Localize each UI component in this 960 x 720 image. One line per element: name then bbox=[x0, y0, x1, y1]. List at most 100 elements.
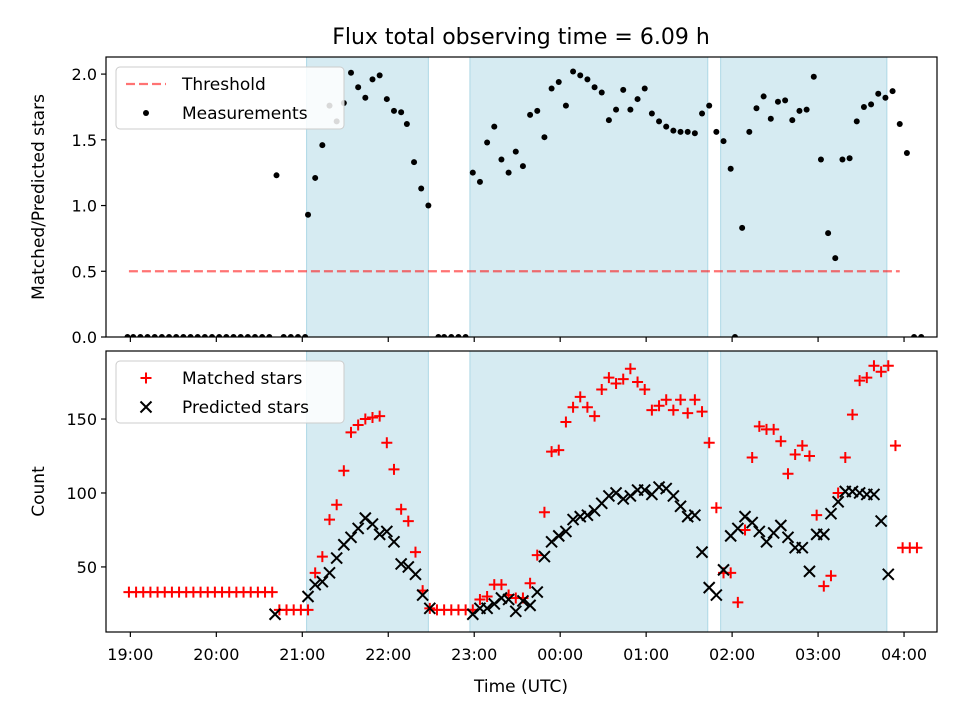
matched-point bbox=[603, 372, 615, 384]
measurement-point bbox=[882, 94, 889, 101]
matched-point bbox=[803, 450, 815, 462]
matched-point bbox=[854, 375, 866, 387]
measurement-point bbox=[312, 174, 319, 181]
matched-point bbox=[338, 465, 350, 477]
measurement-point bbox=[896, 121, 903, 128]
matched-point bbox=[374, 410, 386, 422]
matched-point bbox=[560, 416, 572, 428]
predicted-point bbox=[638, 483, 651, 497]
matched-point bbox=[531, 549, 543, 561]
y-tick-label: 2.0 bbox=[72, 65, 97, 84]
matched-point bbox=[703, 437, 715, 449]
legend-entry-label: Predicted stars bbox=[182, 398, 309, 418]
matched-point bbox=[395, 503, 407, 515]
predicted-point bbox=[882, 568, 895, 581]
matched-point bbox=[746, 451, 758, 463]
measurement-point bbox=[348, 69, 355, 76]
matched-point bbox=[553, 444, 565, 456]
matched-point bbox=[782, 468, 794, 480]
x-tick-label: 22:00 bbox=[365, 645, 411, 664]
predicted-point bbox=[552, 529, 565, 543]
measurement-point bbox=[201, 334, 208, 337]
predicted-point bbox=[502, 593, 515, 606]
measurement-point bbox=[720, 138, 727, 145]
matched-point bbox=[660, 394, 672, 406]
bottom-panel: 50 100 150 19:00 20:00 21:00 22:00 23:00 00:00 01… bbox=[29, 350, 938, 664]
legend-box bbox=[115, 360, 345, 424]
predicted-point bbox=[509, 605, 522, 618]
measurement-point bbox=[425, 202, 432, 209]
measurement-point bbox=[187, 334, 194, 337]
matched-point bbox=[474, 593, 486, 605]
measurement-point bbox=[746, 128, 753, 135]
matched-point bbox=[825, 570, 837, 582]
measurement-point bbox=[684, 128, 691, 135]
measurement-point bbox=[627, 106, 634, 113]
measurement-point bbox=[280, 334, 287, 337]
measurement-point bbox=[462, 334, 469, 337]
measurement-point bbox=[441, 334, 448, 337]
measurement-point bbox=[158, 334, 165, 337]
measurement-point bbox=[194, 334, 201, 337]
measurement-point bbox=[817, 156, 824, 163]
predicted-point bbox=[831, 495, 845, 509]
measurement-point bbox=[469, 169, 476, 176]
top-panel: 0.0 0.5 1.0 1.5 2.0 Matched/Predicted stars Th… bbox=[29, 56, 938, 347]
matched-point bbox=[359, 413, 371, 425]
measurement-point bbox=[124, 334, 131, 337]
matched-point bbox=[538, 506, 550, 518]
predicted-point bbox=[330, 551, 343, 565]
predicted-point bbox=[874, 514, 888, 528]
predicted-point bbox=[753, 525, 766, 538]
x-tick-label: 20:00 bbox=[193, 645, 239, 664]
predicted-point bbox=[566, 513, 580, 526]
axes-frame bbox=[105, 350, 938, 633]
measurement-point bbox=[369, 76, 376, 83]
predicted-point bbox=[781, 531, 795, 544]
predicted-point bbox=[688, 508, 702, 522]
y-tick-label: 50 bbox=[77, 558, 97, 577]
matched-point bbox=[309, 567, 321, 579]
matched-point bbox=[574, 391, 586, 403]
predicted-point bbox=[803, 565, 816, 578]
measurement-point bbox=[244, 334, 251, 337]
measurement-point bbox=[216, 334, 223, 337]
matched-point bbox=[624, 363, 636, 375]
predicted-point bbox=[602, 489, 616, 503]
predicted-point bbox=[323, 566, 336, 580]
legend-matched-swatch bbox=[140, 372, 152, 384]
measurement-point bbox=[130, 334, 137, 337]
legend-entry-label: Threshold bbox=[181, 75, 266, 95]
matched-point bbox=[388, 463, 400, 475]
x-tick-label: 19:00 bbox=[107, 645, 153, 664]
measurement-point bbox=[294, 334, 301, 337]
measurement-point bbox=[677, 128, 684, 135]
measurement-point bbox=[137, 334, 144, 337]
matched-point bbox=[481, 591, 493, 603]
measurement-point bbox=[166, 334, 173, 337]
figure-title: Flux total observing time = 6.09 h bbox=[332, 25, 710, 50]
measurement-point bbox=[527, 111, 534, 118]
measurement-point bbox=[839, 156, 846, 163]
measurement-point bbox=[555, 78, 562, 85]
predicted-point bbox=[316, 575, 329, 588]
measurement-point bbox=[151, 334, 158, 337]
measurement-point bbox=[498, 156, 505, 163]
measurement-point bbox=[846, 155, 853, 162]
matched-point bbox=[653, 400, 665, 412]
plot-area bbox=[123, 351, 923, 632]
measurement-point bbox=[810, 73, 817, 80]
matched-point bbox=[739, 524, 751, 536]
measurement-point bbox=[448, 334, 455, 337]
legend-predicted-swatch bbox=[139, 400, 153, 414]
matched-point bbox=[402, 515, 414, 527]
measurement-point bbox=[889, 88, 896, 95]
matched-point bbox=[316, 551, 328, 563]
predicted-point bbox=[344, 531, 358, 544]
measurement-point bbox=[223, 334, 230, 337]
series-matched-stars bbox=[123, 360, 923, 616]
measurement-point bbox=[562, 102, 569, 109]
x-tick-label: 00:00 bbox=[537, 645, 583, 664]
measurement-point bbox=[237, 334, 244, 337]
